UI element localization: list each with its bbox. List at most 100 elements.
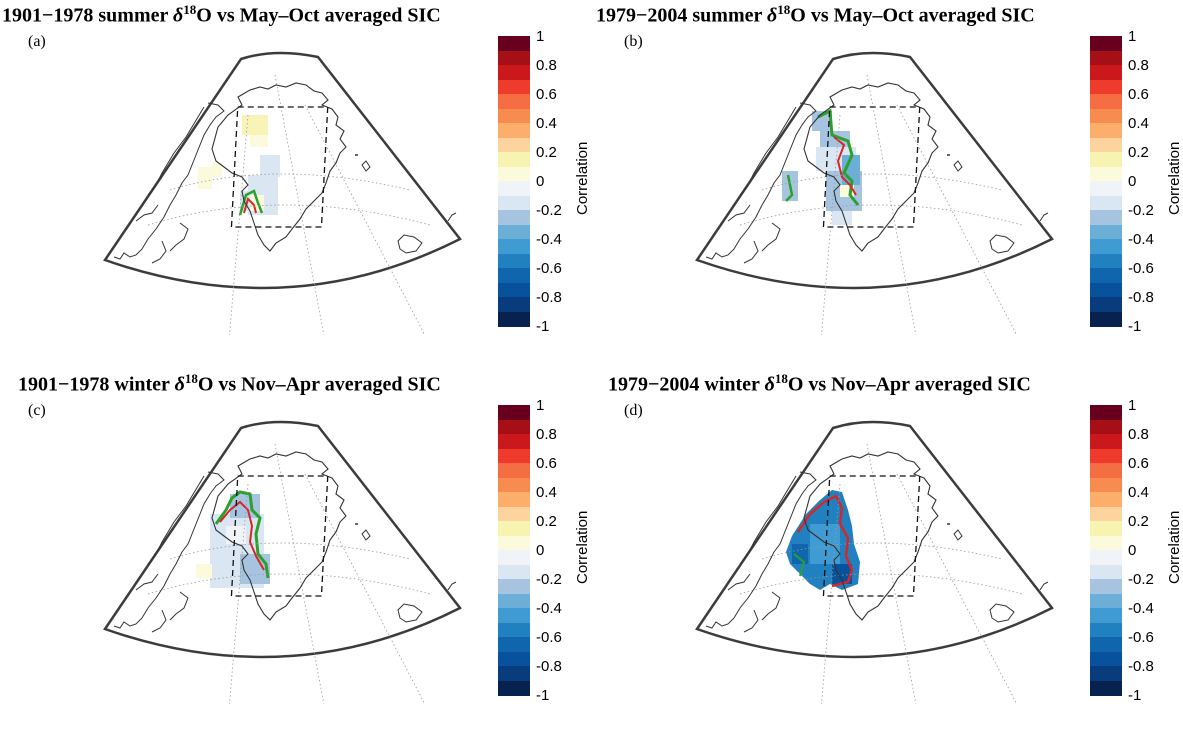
panel-label: (a): [28, 33, 46, 50]
colorbar-tick: 0.8: [1128, 57, 1149, 74]
colorbar-segment: [498, 224, 530, 240]
colorbar-segment: [498, 405, 530, 420]
colorbar-segment: [498, 550, 530, 565]
panel-a: 1901−1978 summer δ18O vs May–Oct average…: [0, 0, 591, 368]
colorbar-segment: [1090, 579, 1122, 594]
colorbar-segment: [498, 195, 530, 211]
colorbar-label: Correlation: [574, 141, 591, 215]
colorbar-tick: 1: [536, 28, 545, 45]
colorbar-label: Correlation: [574, 510, 591, 584]
colorbar-segment: [498, 36, 530, 51]
colorbar-segment: [1090, 405, 1122, 420]
map: [103, 51, 462, 335]
colorbar-tick: 0.4: [1128, 115, 1149, 132]
colorbar-segment: [498, 79, 530, 95]
map: [695, 420, 1054, 704]
colorbar-segment: [498, 622, 530, 638]
colorbar-tick: -0.2: [536, 571, 562, 588]
colorbar-tick: -1: [536, 687, 550, 704]
colorbar-segment: [1090, 492, 1122, 507]
colorbar-tick: -0.4: [536, 231, 562, 248]
panel-label: (c): [28, 402, 46, 419]
colorbar-segment: [498, 492, 530, 507]
colorbar-segment: [1090, 622, 1122, 638]
colorbar-segment: [1090, 152, 1122, 167]
map: [103, 420, 462, 704]
colorbar-segment: [498, 419, 530, 435]
colorbar-tick: -1: [536, 318, 550, 335]
colorbar-segment: [498, 579, 530, 594]
colorbar-segment: [498, 282, 530, 298]
colorbar-segment: [1090, 79, 1122, 95]
colorbar-segment: [498, 166, 530, 182]
colorbar-tick: 0.8: [536, 57, 557, 74]
colorbar-segment: [1090, 506, 1122, 522]
colorbar-tick: 0: [1128, 173, 1137, 190]
colorbar-tick: 0.4: [1128, 484, 1149, 501]
colorbar-segment: [498, 434, 530, 449]
colorbar-segment: [498, 253, 530, 269]
colorbar-segment: [498, 268, 530, 283]
colorbar-tick: -1: [1128, 318, 1142, 335]
colorbar-segment: [1090, 477, 1122, 493]
colorbar-tick: 0.8: [1128, 426, 1149, 443]
panel-title: 1901−1978 summer δ18O vs May–Oct average…: [2, 2, 441, 27]
colorbar-segment: [1090, 65, 1122, 80]
panel-title: 1901−1978 winter δ18O vs Nov–Apr average…: [18, 371, 441, 396]
colorbar-tick: 0.2: [1128, 513, 1149, 530]
colorbar-segment: [1090, 564, 1122, 580]
colorbar-tick: 0.8: [536, 426, 557, 443]
panel-d: 1979−2004 winter δ18O vs Nov–Apr average…: [592, 369, 1183, 737]
colorbar-tick: 0.4: [536, 484, 557, 501]
colorbar-segment: [498, 239, 530, 254]
colorbar-tick: 1: [1128, 397, 1137, 414]
colorbar-segment: [498, 152, 530, 167]
colorbar-segment: [498, 564, 530, 580]
colorbar-tick: -0.4: [536, 600, 562, 617]
contour-red: [796, 494, 854, 588]
colorbar-segment: [1090, 535, 1122, 551]
map: [695, 51, 1054, 335]
colorbar: [498, 36, 530, 327]
panel-title: 1979−2004 winter δ18O vs Nov–Apr average…: [608, 371, 1031, 396]
colorbar-tick: -1: [1128, 687, 1142, 704]
colorbar-segment: [498, 680, 530, 696]
contour-red: [243, 197, 257, 214]
colorbar-tick: 1: [1128, 28, 1137, 45]
colorbar-segment: [498, 50, 530, 66]
colorbar-segment: [498, 506, 530, 522]
colorbar-segment: [1090, 108, 1122, 124]
colorbar-segment: [498, 94, 530, 109]
colorbar-tick: -0.8: [536, 289, 562, 306]
colorbar-segment: [1090, 239, 1122, 254]
colorbar-tick: -0.8: [1128, 289, 1154, 306]
colorbar-segment: [1090, 282, 1122, 298]
colorbar-segment: [1090, 195, 1122, 211]
colorbar-tick: -0.4: [1128, 600, 1154, 617]
colorbar-segment: [498, 535, 530, 551]
colorbar-segment: [1090, 253, 1122, 269]
colorbar-segment: [498, 65, 530, 80]
panel-b: 1979−2004 summer δ18O vs May–Oct average…: [592, 0, 1183, 368]
colorbar-segment: [498, 108, 530, 124]
correlation-field: [198, 115, 280, 215]
colorbar-tick: 0.6: [1128, 86, 1149, 103]
colorbar-tick: 0.4: [536, 115, 557, 132]
colorbar-segment: [1090, 94, 1122, 109]
colorbar-segment: [1090, 210, 1122, 225]
colorbar-tick: -0.6: [536, 260, 562, 277]
colorbar-segment: [498, 181, 530, 196]
colorbar-segment: [1090, 521, 1122, 536]
colorbar-segment: [498, 608, 530, 623]
colorbar-tick: -0.6: [1128, 629, 1154, 646]
colorbar-segment: [498, 651, 530, 667]
panel-label: (b): [624, 33, 643, 50]
panel-label: (d): [624, 402, 643, 419]
colorbar-segment: [1090, 50, 1122, 66]
contour-green: [214, 490, 270, 579]
colorbar-segment: [1090, 419, 1122, 435]
contour-green: [817, 108, 860, 206]
colorbar-tick: -0.2: [536, 202, 562, 219]
colorbar-segment: [1090, 123, 1122, 138]
colorbar-segment: [498, 311, 530, 327]
